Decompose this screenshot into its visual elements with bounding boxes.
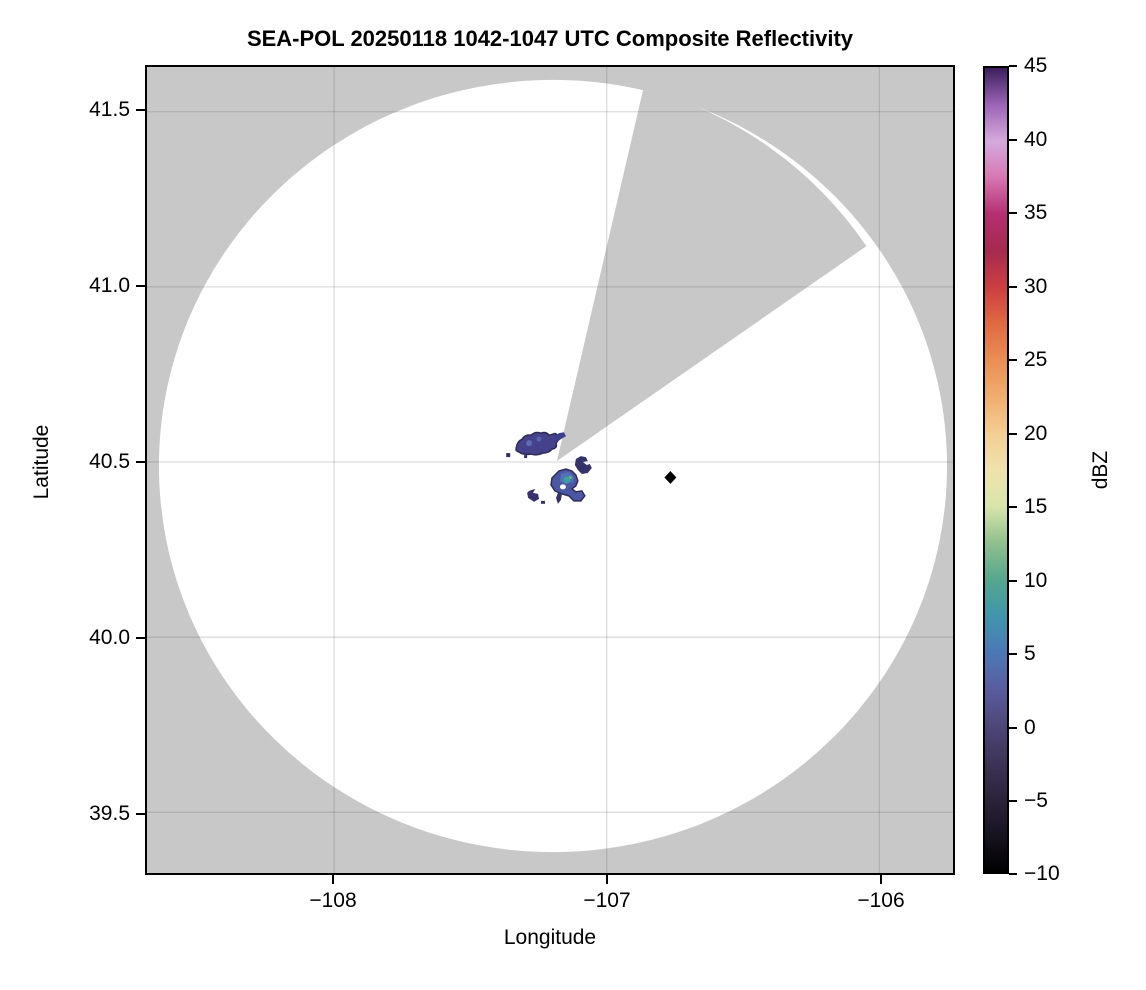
echo-blob-comma	[527, 488, 540, 502]
colorbar-tick-mark	[1009, 653, 1017, 655]
echo-blobs	[506, 431, 592, 504]
colorbar-tick-label: 10	[1024, 569, 1048, 592]
colorbar-tick-label: 30	[1024, 275, 1048, 298]
colorbar-tick-label: 0	[1024, 716, 1036, 739]
y-tick-label: 40.0	[89, 626, 130, 649]
x-tick-mark	[332, 875, 334, 884]
echo-blob-main-cell	[550, 468, 586, 502]
y-tick-label: 41.0	[89, 274, 130, 297]
colorbar-tick-label: 15	[1024, 495, 1048, 518]
colorbar-tick-mark	[1009, 433, 1017, 435]
echo-speck	[524, 455, 528, 459]
y-tick-mark	[136, 461, 145, 463]
colorbar-tick-label: −5	[1024, 789, 1048, 812]
colorbar-tick-label: 25	[1024, 348, 1048, 371]
colorbar-tick-label: 40	[1024, 128, 1048, 151]
colorbar-tick-mark	[1009, 139, 1017, 141]
colorbar-tick-label: 5	[1024, 642, 1036, 665]
echo-hole	[559, 484, 566, 490]
x-tick-mark	[880, 875, 882, 884]
x-axis-label: Longitude	[503, 926, 597, 949]
colorbar-tick-mark	[1009, 212, 1017, 214]
colorbar-tick-label: 45	[1024, 54, 1048, 77]
colorbar-tick-mark	[1009, 873, 1017, 875]
plot-area	[145, 65, 955, 875]
echo-blob-hook	[574, 456, 592, 474]
colorbar-tick-mark	[1009, 359, 1017, 361]
colorbar-tick-label: 35	[1024, 201, 1048, 224]
gridlines	[147, 67, 953, 873]
radar-coverage-disc	[158, 79, 948, 853]
colorbar-tick-mark	[1009, 506, 1017, 508]
colorbar-axis-label: dBZ	[1089, 450, 1112, 490]
echo-speck	[541, 500, 546, 504]
colorbar	[983, 66, 1009, 874]
colorbar-tick-label: 20	[1024, 422, 1048, 445]
colorbar-tick-mark	[1009, 580, 1017, 582]
y-tick-mark	[136, 813, 145, 815]
colorbar-tick-mark	[1009, 286, 1017, 288]
y-tick-mark	[136, 637, 145, 639]
y-tick-mark	[136, 285, 145, 287]
blocked-sector-wedge	[556, 87, 867, 462]
echo-core-green	[568, 475, 572, 479]
y-tick-label: 41.5	[89, 98, 130, 121]
echo-blob-strip	[555, 492, 562, 504]
echo-blob-upper-zigzag	[553, 432, 566, 443]
echo-core-light-blue	[536, 436, 542, 442]
y-tick-label: 40.5	[89, 450, 130, 473]
y-axis-label: Latitude	[30, 424, 53, 500]
echo-core-light-blue	[526, 440, 533, 447]
x-tick-label: −107	[583, 889, 631, 912]
colorbar-tick-label: −10	[1024, 862, 1060, 885]
colorbar-tick-mark	[1009, 65, 1017, 67]
colorbar-tick-mark	[1009, 727, 1017, 729]
x-tick-label: −106	[857, 889, 905, 912]
echo-core-teal	[563, 476, 571, 484]
x-tick-label: −108	[309, 889, 357, 912]
echo-speck	[506, 453, 511, 458]
x-tick-mark	[606, 875, 608, 884]
plot-title: SEA-POL 20250118 1042-1047 UTC Composite…	[246, 26, 854, 51]
radar-map	[147, 67, 953, 873]
y-tick-mark	[136, 109, 145, 111]
colorbar-tick-mark	[1009, 800, 1017, 802]
y-tick-label: 39.5	[89, 802, 130, 825]
